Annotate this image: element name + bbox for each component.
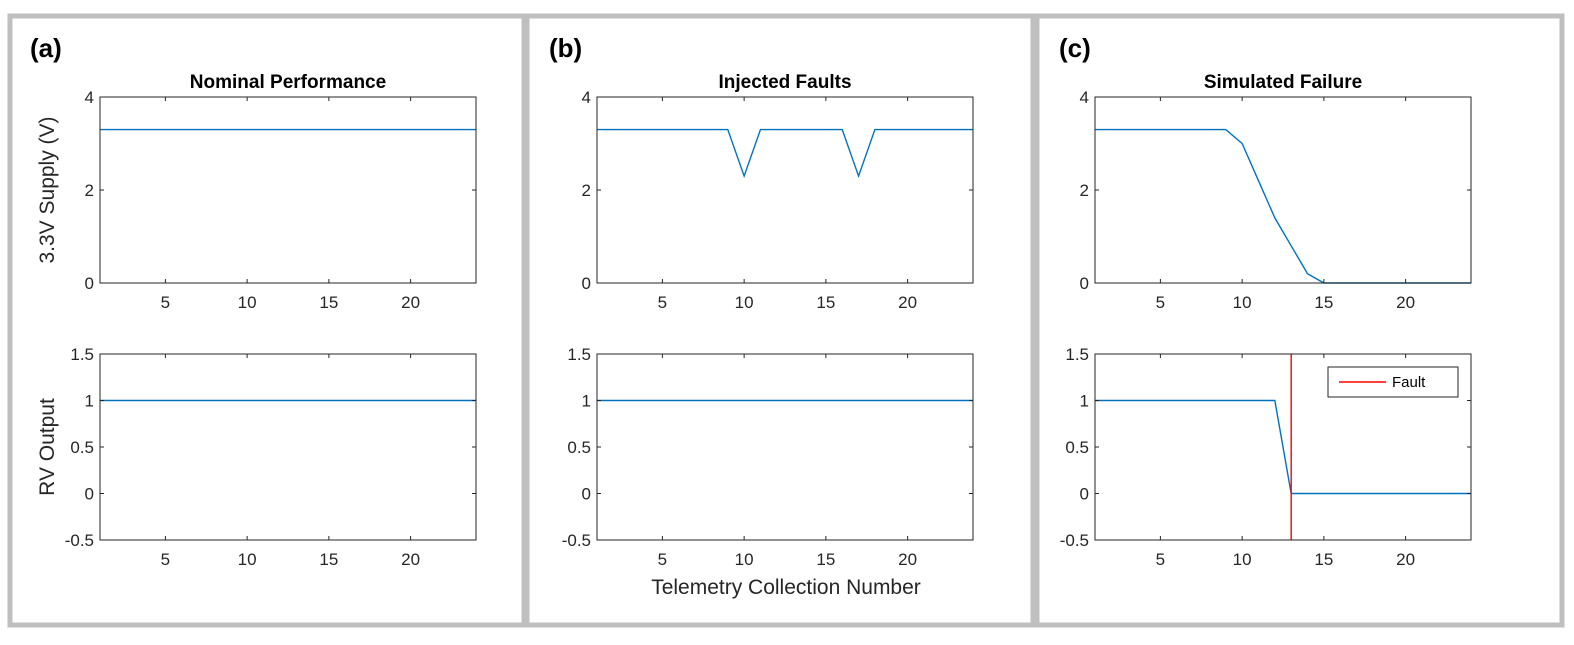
x-tick-label: 20: [1396, 550, 1415, 569]
axes-0: 5 10 15 20 0 2 4 Nominal Performance 3.3V Supply…: [36, 72, 477, 312]
y-tick-label: 1.5: [1065, 345, 1089, 364]
x-tick-label: 5: [161, 550, 170, 569]
y-tick-label: -0.5: [65, 531, 94, 550]
x-tick-label: 20: [401, 550, 420, 569]
x-tick-label: 10: [238, 550, 257, 569]
y-tick-label: 2: [1080, 181, 1089, 200]
x-tick-label: 15: [1314, 293, 1333, 312]
x-tick-label: 10: [735, 293, 754, 312]
plot-title: Nominal Performance: [190, 72, 386, 93]
plot-area: [100, 97, 476, 283]
axes-5: 5 10 15 20 -0.5 0 0.5 1 1.5 Fault: [1060, 345, 1472, 569]
legend-label: Fault: [1392, 374, 1426, 391]
y-tick-label: 0.5: [70, 438, 94, 457]
x-tick-label: 10: [1233, 550, 1252, 569]
x-tick-label: 5: [658, 550, 667, 569]
y-tick-label: 0: [85, 274, 94, 293]
axes-4: 5 10 15 20 -0.5 0 0.5 1 1.5: [562, 345, 974, 569]
y-tick-label: 2: [582, 181, 591, 200]
series-line: [597, 128, 973, 179]
series-line: [1095, 399, 1471, 495]
y-tick-label: 4: [582, 88, 591, 107]
panel-border-b: [524, 13, 1036, 628]
panel-label-a: (a): [30, 33, 62, 63]
y-tick-label: 0: [1080, 274, 1089, 293]
axes-3: 5 10 15 20 -0.5 0 0.5 1 1.5 RV Output: [36, 345, 477, 569]
axes-1: 5 10 15 20 0 2 4 Injected Faults: [582, 72, 974, 312]
panel-label-c: (c): [1059, 33, 1091, 63]
series-line: [1095, 128, 1471, 284]
y-tick-label: 1: [1080, 392, 1089, 411]
y-tick-label: -0.5: [1060, 531, 1089, 550]
plot-area: [597, 354, 973, 540]
x-tick-label: 15: [816, 550, 835, 569]
y-tick-label: 4: [85, 88, 94, 107]
y-tick-label: -0.5: [562, 531, 591, 550]
y-tick-label: 2: [85, 181, 94, 200]
y-tick-label: 0.5: [1065, 438, 1089, 457]
x-tick-label: 5: [161, 293, 170, 312]
x-tick-label: 20: [898, 550, 917, 569]
y-tick-label: 0: [1080, 485, 1089, 504]
y-tick-label: 0: [582, 274, 591, 293]
x-tick-label: 20: [401, 293, 420, 312]
x-tick-label: 15: [319, 550, 338, 569]
plot-title: Simulated Failure: [1204, 72, 1362, 93]
x-tick-label: 10: [238, 293, 257, 312]
shared-x-axis-label: Telemetry Collection Number: [651, 576, 921, 599]
x-tick-label: 15: [816, 293, 835, 312]
plot-area: [1095, 97, 1471, 283]
y-axis-label: 3.3V Supply (V): [36, 116, 59, 263]
y-tick-label: 0.5: [567, 438, 591, 457]
y-tick-label: 4: [1080, 88, 1089, 107]
y-tick-label: 1.5: [567, 345, 591, 364]
x-tick-label: 20: [1396, 293, 1415, 312]
x-tick-label: 20: [898, 293, 917, 312]
y-tick-label: 1: [582, 392, 591, 411]
plot-title: Injected Faults: [718, 72, 851, 93]
y-tick-label: 1.5: [70, 345, 94, 364]
panel-label-b: (b): [549, 33, 582, 63]
x-tick-label: 10: [1233, 293, 1252, 312]
axes-2: 5 10 15 20 0 2 4 Simulated Failure: [1080, 72, 1472, 312]
plot-area: [100, 354, 476, 540]
x-tick-label: 5: [1156, 293, 1165, 312]
x-tick-label: 5: [1156, 550, 1165, 569]
legend: Fault: [1327, 366, 1459, 398]
x-tick-label: 10: [735, 550, 754, 569]
x-tick-label: 5: [658, 293, 667, 312]
panel-border-a: [7, 13, 527, 628]
x-tick-label: 15: [319, 293, 338, 312]
plot-area: [597, 97, 973, 283]
panel-border-c: [1034, 13, 1565, 628]
y-tick-label: 0: [582, 485, 591, 504]
y-axis-label: RV Output: [36, 398, 59, 496]
y-tick-label: 0: [85, 485, 94, 504]
x-tick-label: 15: [1314, 550, 1333, 569]
y-tick-label: 1: [85, 392, 94, 411]
